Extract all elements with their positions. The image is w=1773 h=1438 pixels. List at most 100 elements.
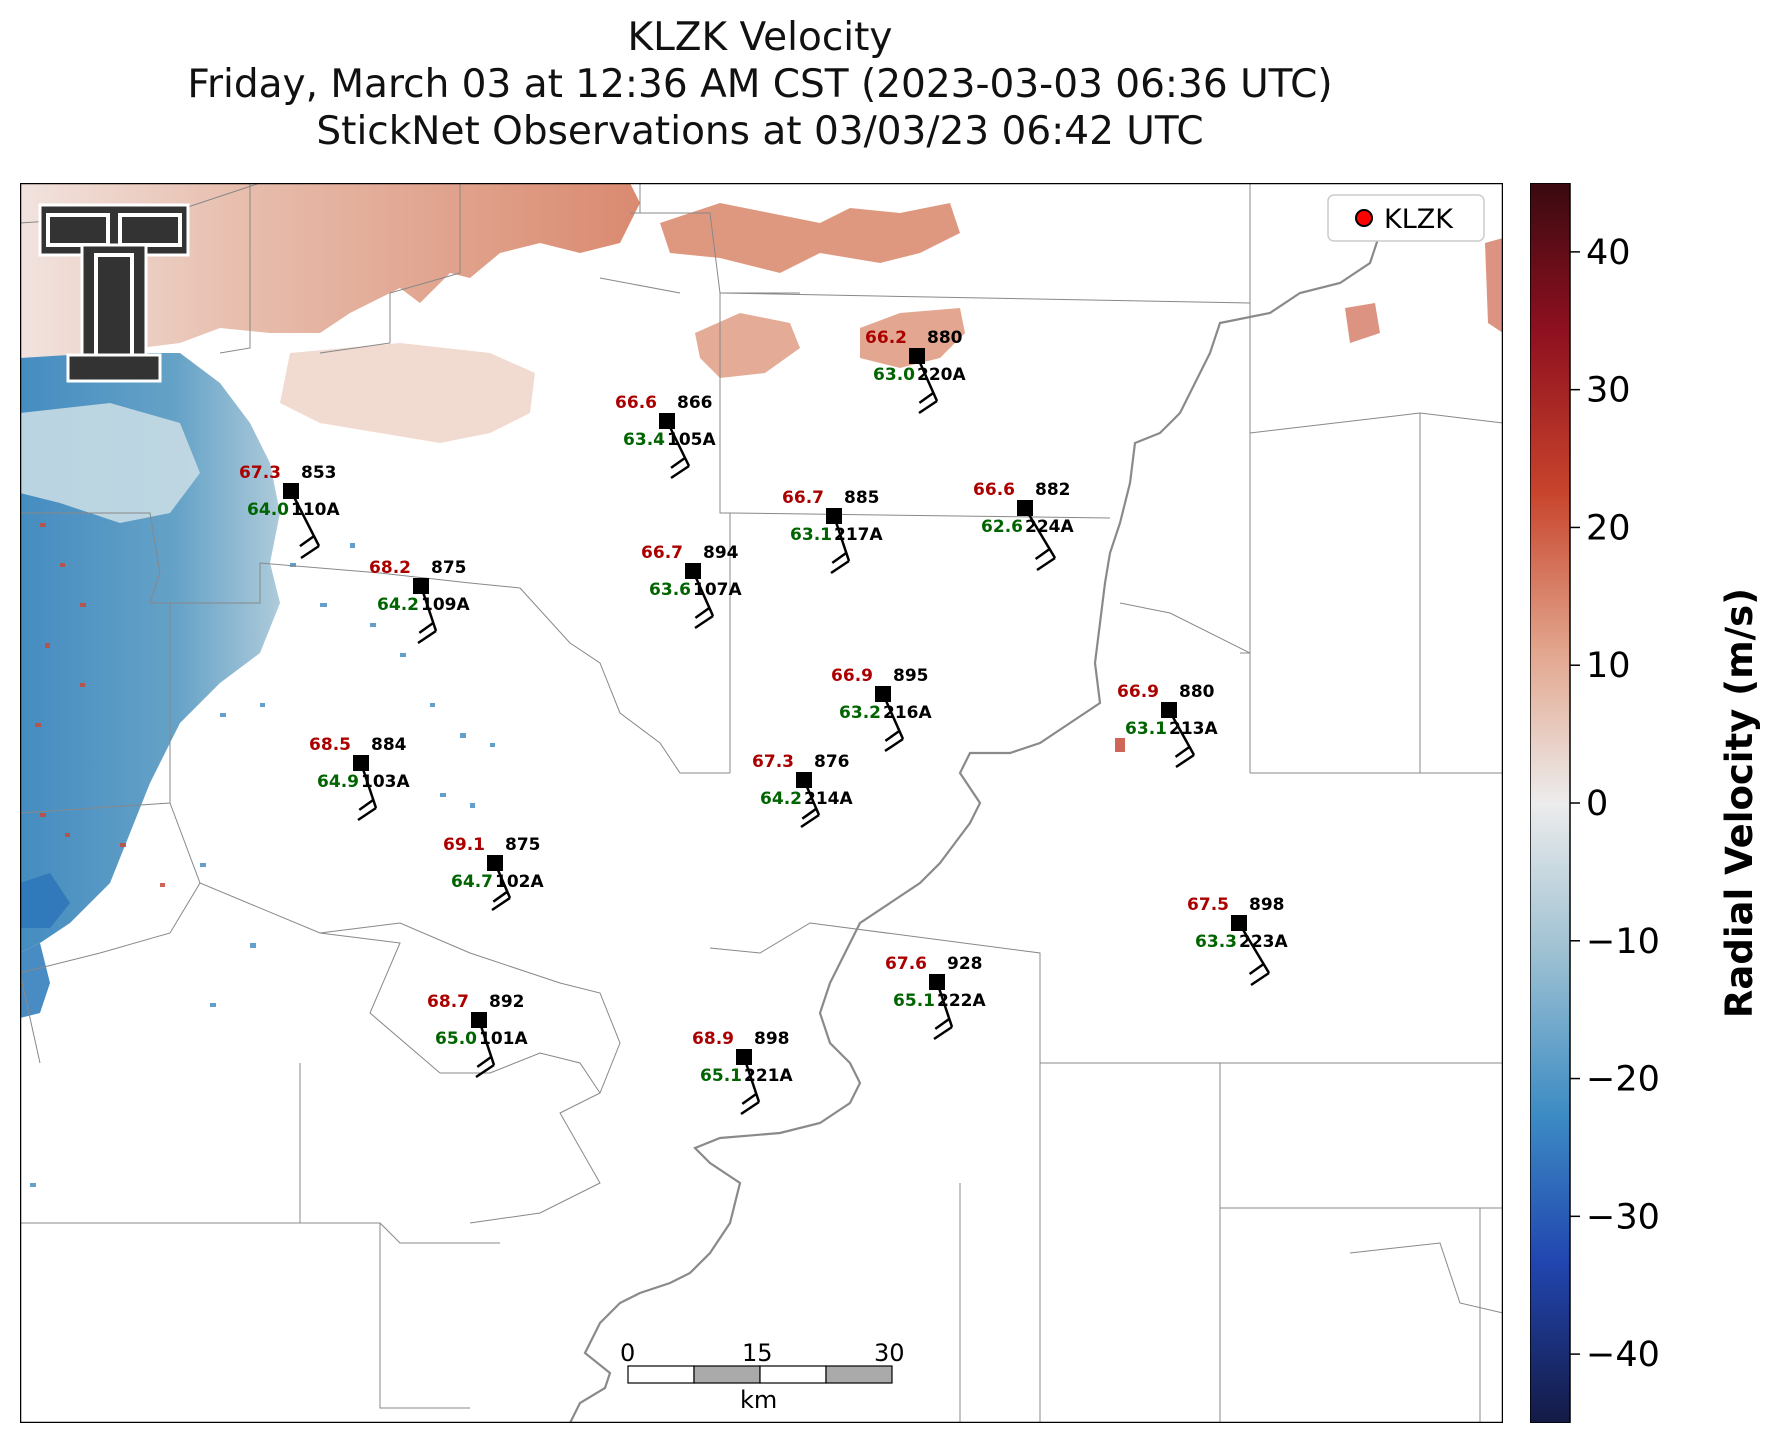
station-marker [659, 413, 675, 429]
station-marker [1161, 702, 1177, 718]
station-temperature: 66.6 [615, 393, 657, 413]
scale-label-0: 0 [620, 1339, 635, 1367]
station-pressure: 892 [489, 992, 525, 1012]
wind-barb-flag [694, 614, 714, 630]
station-id: 110A [291, 500, 340, 520]
station-217A[interactable]: 66.7 885 63.1 217A [782, 488, 883, 575]
station-temperature: 67.3 [752, 752, 794, 772]
station-dewpoint: 63.4 [623, 430, 665, 450]
wind-barb-flag [933, 1025, 953, 1041]
station-id: 224A [1025, 517, 1074, 537]
station-pressure: 866 [677, 393, 713, 413]
colorbar: 40 30 20 10 0 −10 −20 −30 −40 Radial Velocity (m… [1530, 183, 1761, 1423]
station-marker [471, 1012, 487, 1028]
wind-barb-flag [475, 1063, 495, 1079]
station-id: 220A [917, 365, 966, 385]
texas-tech-double-t-logo [38, 203, 190, 383]
station-temperature: 68.5 [309, 735, 351, 755]
station-223A[interactable]: 67.5 898 63.3 223A [1187, 895, 1288, 987]
station-107A[interactable]: 66.7 894 63.6 107A [641, 543, 742, 630]
station-222A[interactable]: 67.6 928 65.1 222A [885, 954, 986, 1041]
station-213A[interactable]: 66.9 880 63.1 213A [1117, 682, 1218, 769]
station-temperature: 68.2 [369, 558, 411, 578]
sticknet-stations: 66.2 880 63.0 220A 66.6 866 63.4 105A 67.3 853 64.… [239, 328, 1288, 1116]
colorbar-tick-label: 40 [1586, 233, 1631, 273]
station-temperature: 68.7 [427, 992, 469, 1012]
station-id: 216A [883, 703, 932, 723]
station-temperature: 67.5 [1187, 895, 1229, 915]
station-220A[interactable]: 66.2 880 63.0 220A [865, 328, 966, 415]
radar-map[interactable]: KLZK 66.2 880 63.0 220A 66.6 866 63.4 105A 67.3 8… [20, 183, 1503, 1423]
scale-label-15: 15 [742, 1339, 773, 1367]
station-id: 217A [834, 525, 883, 545]
station-dewpoint: 62.6 [981, 517, 1023, 537]
station-dewpoint: 64.7 [451, 872, 493, 892]
station-marker [929, 974, 945, 990]
wind-barb-flag [670, 464, 690, 480]
scale-label-30: 30 [874, 1339, 905, 1367]
wind-barb-flag [800, 813, 820, 829]
station-dewpoint: 64.2 [377, 595, 419, 615]
colorbar-tick-label: −40 [1586, 1335, 1660, 1375]
station-224A[interactable]: 66.6 882 62.6 224A [973, 480, 1074, 572]
station-marker [413, 578, 429, 594]
station-temperature: 66.2 [865, 328, 907, 348]
colorbar-label: Radial Velocity (m/s) [1718, 588, 1761, 1018]
station-pressure: 876 [814, 752, 850, 772]
wind-barb-flag [417, 629, 437, 645]
station-dewpoint: 64.2 [760, 789, 802, 809]
station-marker [909, 348, 925, 364]
wind-barb-half [884, 729, 901, 742]
station-marker [685, 563, 701, 579]
station-dewpoint: 65.1 [893, 991, 935, 1011]
station-dewpoint: 64.9 [317, 772, 359, 792]
station-221A[interactable]: 68.9 898 65.1 221A [692, 1029, 793, 1116]
wind-barb-flag [300, 544, 320, 560]
station-id: 109A [421, 595, 470, 615]
station-pressure: 885 [844, 488, 880, 508]
station-101A[interactable]: 68.7 892 65.0 101A [427, 992, 528, 1079]
station-temperature: 66.9 [831, 666, 873, 686]
station-103A[interactable]: 68.5 884 64.9 103A [309, 735, 410, 822]
wind-barb-half [1248, 962, 1265, 976]
wind-barb-half [299, 535, 315, 548]
station-id: 103A [361, 772, 410, 792]
station-marker [283, 483, 299, 499]
arkansas-river [569, 207, 1382, 1423]
scale-unit: km [740, 1386, 777, 1414]
station-id: 101A [479, 1029, 528, 1049]
wind-barb-flag [1175, 753, 1195, 769]
station-214A[interactable]: 67.3 876 64.2 214A [752, 752, 853, 829]
station-id: 105A [667, 430, 716, 450]
station-dewpoint: 63.1 [1125, 719, 1167, 739]
station-pressure: 882 [1035, 480, 1071, 500]
legend-label: KLZK [1384, 204, 1454, 235]
station-pressure: 898 [1249, 895, 1285, 915]
legend-marker-icon [1355, 209, 1373, 227]
colorbar-tick-label: 10 [1586, 646, 1631, 686]
station-216A[interactable]: 66.9 895 63.2 216A [831, 666, 932, 753]
station-109A[interactable]: 68.2 875 64.2 109A [369, 558, 470, 645]
station-id: 107A [693, 580, 742, 600]
station-102A[interactable]: 69.1 875 64.7 102A [443, 835, 544, 912]
figure-title: KLZK Velocity Friday, March 03 at 12:36 … [0, 14, 1520, 155]
station-temperature: 66.7 [782, 488, 824, 508]
wind-barb-flag [1036, 556, 1056, 572]
station-105A[interactable]: 66.6 866 63.4 105A [615, 393, 716, 480]
station-pressure: 884 [371, 735, 407, 755]
station-dewpoint: 63.0 [873, 365, 915, 385]
station-id: 102A [495, 872, 544, 892]
station-pressure: 894 [703, 543, 739, 563]
station-pressure: 875 [505, 835, 541, 855]
station-dewpoint: 63.3 [1195, 932, 1237, 952]
station-dewpoint: 63.2 [839, 703, 881, 723]
colorbar-tick-label: 20 [1586, 508, 1631, 548]
station-110A[interactable]: 67.3 853 64.0 110A [239, 463, 340, 560]
colorbar-tick-label: 30 [1586, 371, 1631, 411]
station-pressure: 880 [927, 328, 963, 348]
wind-barb-flag [357, 806, 377, 822]
station-marker [487, 855, 503, 871]
wind-barb-half [694, 606, 711, 619]
station-pressure: 895 [893, 666, 929, 686]
wind-barb-half [418, 621, 435, 634]
